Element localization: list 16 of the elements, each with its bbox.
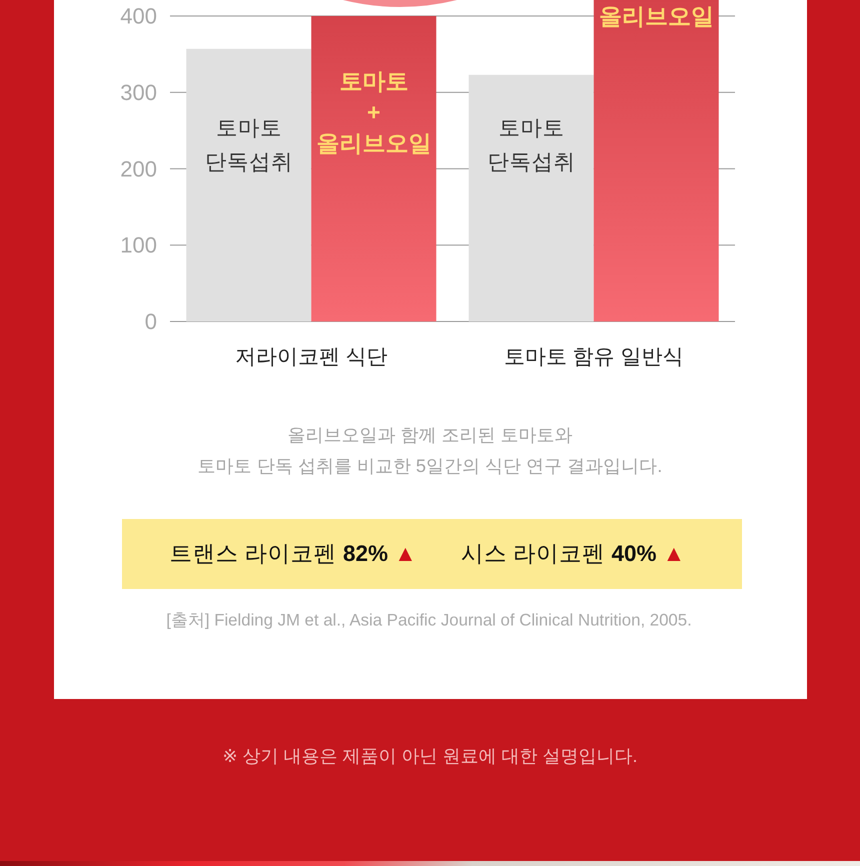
x-tick-label: 저라이코펜 식단 xyxy=(234,346,388,368)
y-tick-label: 300 xyxy=(120,80,157,105)
y-tick-label: 200 xyxy=(120,156,157,182)
annotation: 시스 라이코펜 40% ▲ xyxy=(460,540,686,566)
y-tick-label: 400 xyxy=(120,4,157,29)
bar-label: 올리브오일 xyxy=(598,3,714,29)
bar-label: 토마토 + 올리브오일 xyxy=(316,68,432,156)
x-tick-label: 토마토 함유 일반식 xyxy=(504,346,684,368)
annotation: 트랜스 라이코펜 82% ▲ xyxy=(169,540,417,566)
bar-label: 토마토 단독섭취 xyxy=(204,116,293,174)
subtitle: 올리브오일과 함께 조리된 토마토와 토마토 단독 섭취를 비교한 5일간의 식단 연구 결과입니다. xyxy=(198,425,662,476)
annotation: ※ 상기 내용은 제품이 아닌 원료에 대한 설명입니다. xyxy=(222,746,638,766)
annotation: [출처] Fielding JM et al., Asia Pacific Journal of Clinical Nutrition, 2005. xyxy=(166,610,692,630)
bar-label: 토마토 단독섭취 xyxy=(487,116,576,174)
y-tick-label: 100 xyxy=(120,232,157,258)
y-tick-label: 0 xyxy=(144,309,157,334)
